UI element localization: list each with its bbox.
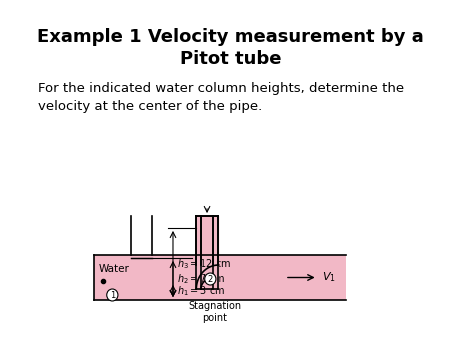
Text: Example 1 Velocity measurement by a: Example 1 Velocity measurement by a [37, 28, 424, 46]
Circle shape [107, 289, 118, 301]
Text: Water: Water [98, 264, 129, 274]
Text: Pitot tube: Pitot tube [180, 50, 282, 68]
FancyBboxPatch shape [94, 255, 346, 300]
Text: $h_3 = 12$ cm: $h_3 = 12$ cm [177, 257, 231, 271]
Text: 2: 2 [208, 274, 213, 284]
FancyBboxPatch shape [131, 255, 152, 258]
Text: $h_1 = 3$ cm: $h_1 = 3$ cm [177, 284, 225, 298]
Text: Stagnation
point: Stagnation point [188, 301, 242, 323]
Circle shape [205, 273, 216, 285]
Text: 1: 1 [109, 290, 115, 300]
Text: For the indicated water column heights, determine the
velocity at the center of : For the indicated water column heights, … [38, 82, 404, 113]
FancyBboxPatch shape [201, 228, 213, 255]
Text: $V_1$: $V_1$ [322, 271, 336, 284]
Text: $h_2 = 7$ cm: $h_2 = 7$ cm [177, 272, 225, 286]
